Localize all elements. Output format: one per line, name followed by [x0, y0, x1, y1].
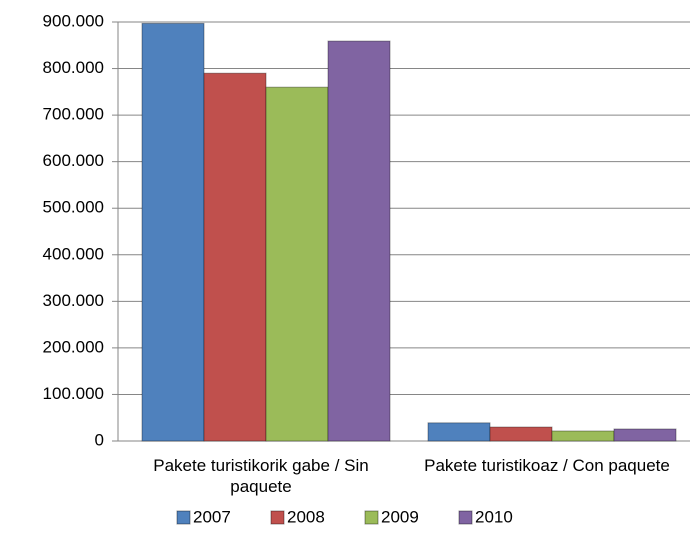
y-tick-label: 0 — [95, 430, 104, 449]
bar — [265, 86, 329, 442]
legend-label: 2010 — [475, 507, 513, 526]
y-tick-label: 300.000 — [43, 291, 104, 310]
legend-label: 2009 — [381, 507, 419, 526]
legend-label: 2007 — [193, 507, 231, 526]
y-tick-label: 100.000 — [43, 384, 104, 403]
y-tick-label: 700.000 — [43, 105, 104, 124]
y-tick-label: 600.000 — [43, 151, 104, 170]
legend-swatch — [458, 510, 473, 525]
bar — [141, 22, 205, 442]
bar — [613, 428, 677, 442]
bar — [427, 422, 491, 442]
y-tick-label: 400.000 — [43, 244, 104, 263]
bar — [203, 72, 267, 442]
legend-swatch — [176, 510, 191, 525]
bar — [327, 40, 391, 442]
legend-swatch — [270, 510, 285, 525]
y-tick-label: 200.000 — [43, 337, 104, 356]
bar — [551, 430, 615, 442]
y-tick-label: 800.000 — [43, 58, 104, 77]
legend-swatch — [364, 510, 379, 525]
y-tick-label: 500.000 — [43, 198, 104, 217]
y-tick-label: 900.000 — [43, 11, 104, 30]
x-tick-label: Pakete turistikoaz / Con paquete — [424, 456, 670, 475]
bar — [489, 426, 553, 442]
legend-label: 2008 — [287, 507, 325, 526]
x-tick-label: Pakete turistikorik gabe / Sin paquete — [153, 456, 369, 496]
